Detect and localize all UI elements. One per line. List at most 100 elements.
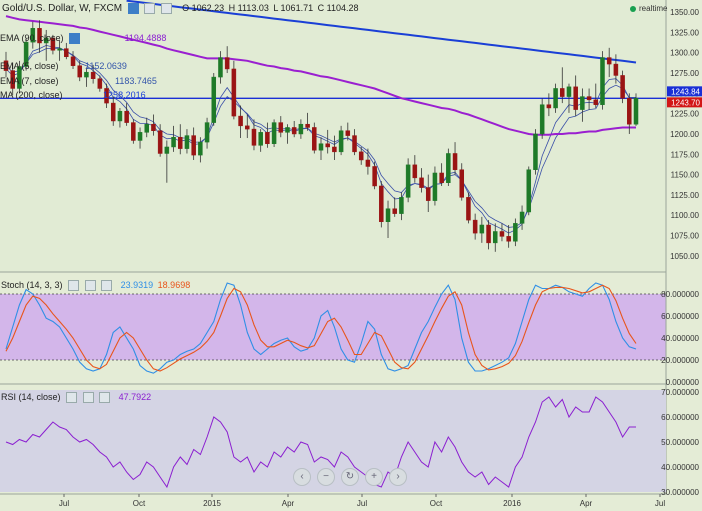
candle-body: [513, 223, 518, 242]
candle-body: [191, 135, 196, 156]
ema90-legend: EMA (90, close) 1194.4888: [0, 33, 168, 45]
y-tick-label: 1050.00: [670, 252, 699, 261]
rsi-line: [5, 396, 636, 489]
reset-button[interactable]: ↻: [341, 468, 359, 486]
y-tick-label: 1350.00: [670, 8, 699, 17]
candle-body: [466, 197, 471, 221]
candle-body: [70, 56, 76, 66]
stoch-line: [5, 282, 637, 374]
candle-body: [231, 68, 237, 117]
stoch-label: Stoch (14, 3, 3): [1, 280, 63, 290]
y-tick-label: 40.000000: [661, 463, 699, 472]
ema90-value: 1194.4888: [124, 33, 167, 43]
candle-body: [419, 177, 424, 188]
settings-icon[interactable]: [127, 3, 139, 15]
scroll-left-button[interactable]: ‹: [293, 468, 311, 486]
chevron-right-icon: ›: [396, 471, 400, 482]
candle-body: [271, 122, 277, 144]
settings-icon[interactable]: [69, 33, 81, 45]
candle-body: [64, 48, 69, 58]
plus-icon: +: [371, 471, 377, 482]
candle-body: [620, 75, 625, 99]
candle-body: [358, 151, 364, 161]
close-icon[interactable]: [99, 392, 111, 404]
candle-body: [613, 63, 619, 76]
close-icon[interactable]: [160, 3, 172, 15]
x-tick-label: 2015: [203, 499, 221, 508]
x-tick-label: 2016: [503, 499, 521, 508]
candle-body: [84, 71, 89, 78]
candle-body: [338, 130, 344, 153]
ohlc-close: C 1104.28: [317, 3, 359, 13]
candle-body: [446, 153, 451, 183]
candle-body: [37, 28, 42, 44]
settings-icon[interactable]: [68, 280, 80, 292]
candle-body: [43, 37, 49, 44]
candle-body: [560, 88, 565, 97]
ma200-value: 1258.2016: [103, 90, 146, 100]
x-tick-label: Jul: [59, 499, 69, 508]
candle-body: [177, 136, 183, 149]
candle-body: [171, 136, 176, 148]
candle-body: [580, 96, 585, 110]
eye-icon[interactable]: [144, 3, 156, 15]
ohlc-high: H 1113.03: [228, 3, 269, 13]
candle-body: [379, 185, 384, 222]
candle-body: [90, 71, 96, 79]
rsi-label: RSI (14, close): [1, 392, 61, 402]
candle-body: [17, 66, 22, 89]
candle-body: [97, 78, 103, 89]
candle-body: [553, 88, 558, 109]
zoom-out-button[interactable]: −: [317, 468, 335, 486]
eye-icon[interactable]: [84, 280, 96, 292]
scroll-right-button[interactable]: ›: [389, 468, 407, 486]
ema7-label: EMA (7, close): [0, 76, 59, 86]
ema7-legend: EMA (7, close) 1183.7465: [0, 76, 159, 86]
price-series-line: [5, 48, 636, 228]
horizontal-line-label: 1243.84: [671, 87, 700, 96]
candle-body: [144, 123, 150, 133]
x-tick-label: Jul: [655, 499, 665, 508]
stoch-legend: Stoch (14, 3, 3) 23.9319 18.9698: [1, 280, 192, 292]
candle-body: [606, 57, 612, 65]
candle-body: [345, 130, 351, 136]
candle-body: [385, 208, 391, 222]
candle-body: [526, 169, 532, 213]
settings-icon[interactable]: [66, 392, 78, 404]
candle-body: [278, 122, 284, 133]
eye-icon[interactable]: [82, 392, 94, 404]
candle-body: [157, 130, 163, 154]
candle-body: [110, 102, 116, 122]
candle-body: [218, 57, 223, 78]
candle-body: [77, 65, 82, 78]
candle-body: [479, 224, 485, 234]
candle-body: [452, 153, 458, 170]
y-tick-label: 1325.00: [670, 28, 699, 37]
y-tick-label: 1300.00: [670, 49, 699, 58]
price-series-line: [126, 0, 637, 64]
price-series-line: [5, 15, 636, 136]
refresh-icon: ↻: [345, 471, 355, 482]
candle-body: [486, 224, 491, 244]
candle-body: [151, 123, 156, 131]
candle-body: [251, 128, 257, 146]
realtime-label: realtime: [639, 4, 668, 13]
candle-body: [57, 48, 62, 51]
candle-body: [593, 99, 599, 105]
zoom-in-button[interactable]: +: [365, 468, 383, 486]
x-tick-label: Oct: [430, 499, 443, 508]
candle-body: [285, 127, 290, 133]
candle-body: [50, 37, 56, 51]
ema5-value: 1152.0639: [85, 61, 127, 71]
candle-body: [459, 169, 465, 198]
stoch-band: [0, 294, 666, 360]
candle-body: [546, 104, 552, 109]
status-dot-icon: [630, 5, 636, 12]
y-tick-label: 20.000000: [661, 356, 699, 365]
last-price-bg: [667, 97, 702, 108]
candle-body: [365, 159, 371, 167]
ema90-label: EMA (90, close): [0, 33, 64, 43]
close-icon[interactable]: [101, 280, 113, 292]
candle-body: [204, 122, 210, 143]
candle-body: [492, 231, 498, 244]
